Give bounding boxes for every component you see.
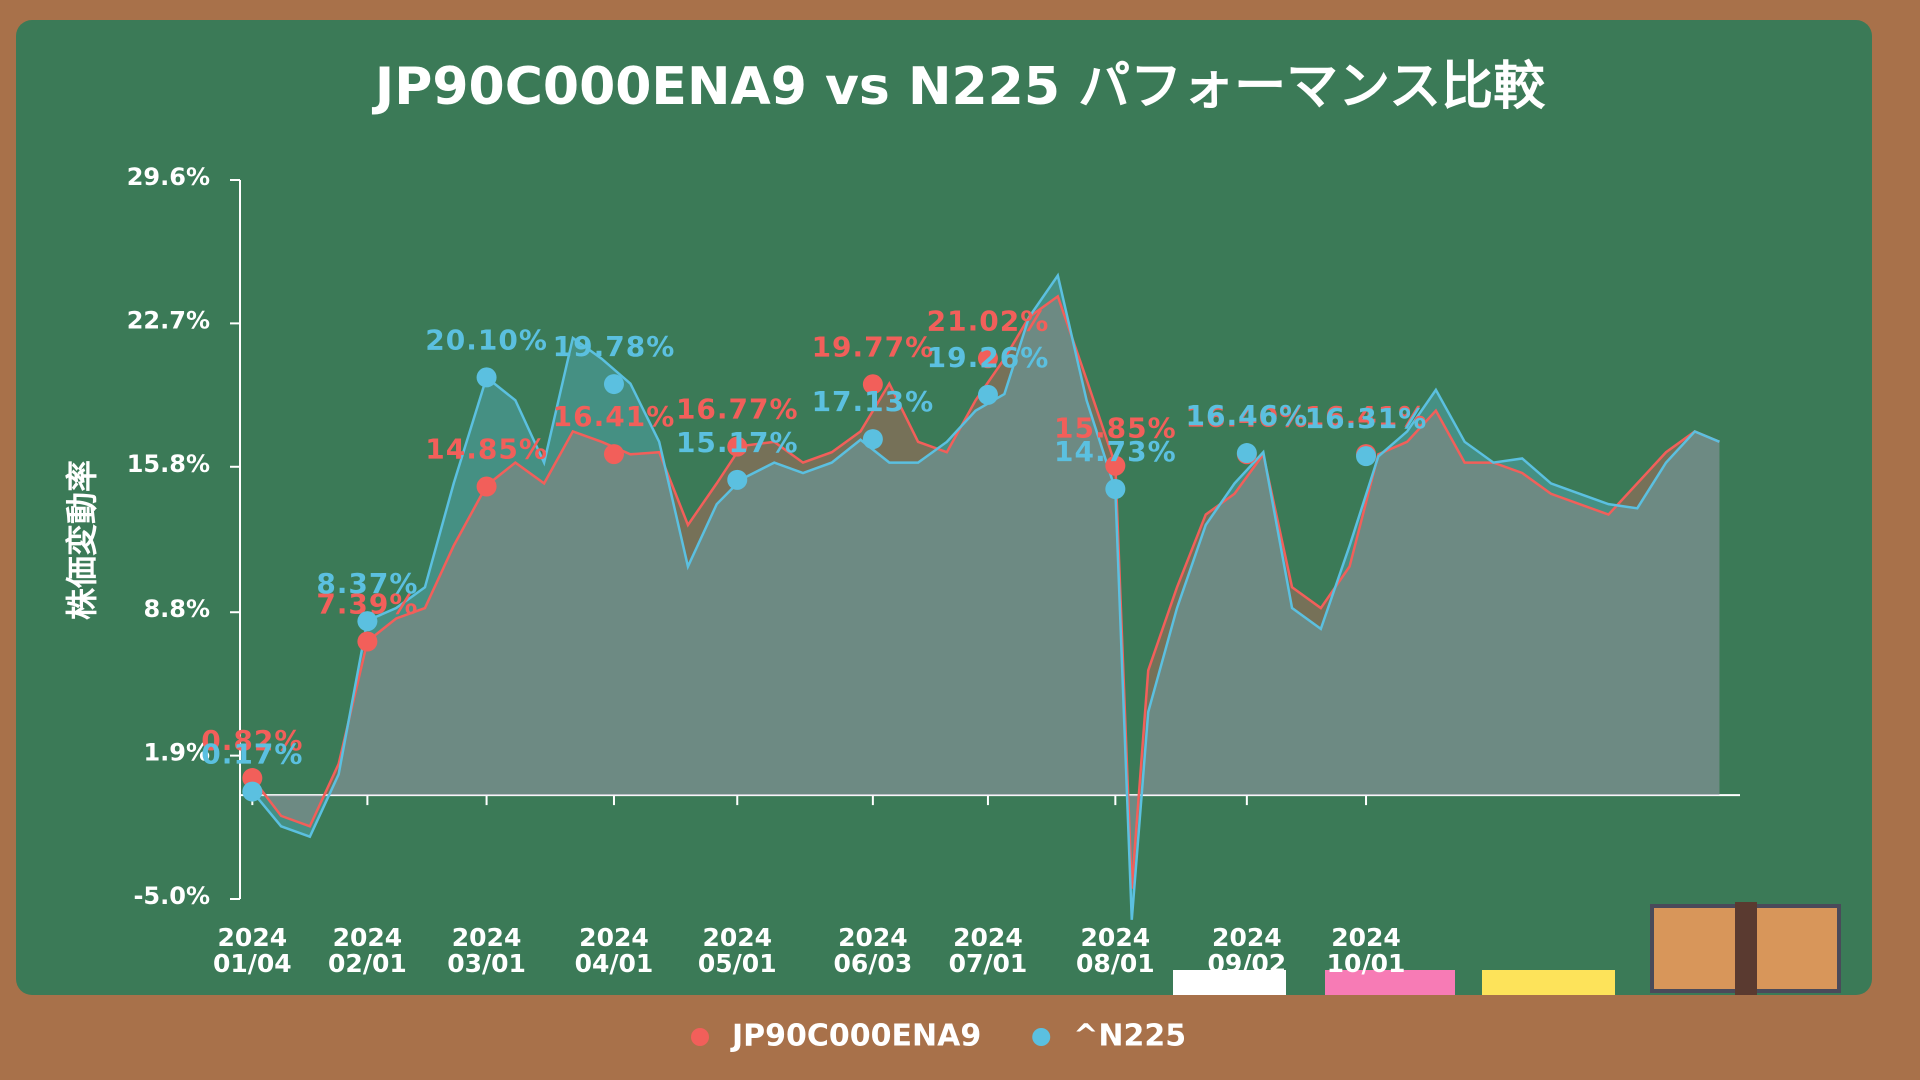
- marker: [242, 781, 263, 802]
- data-label: 8.37%: [316, 567, 418, 600]
- y-tick-label: 22.7%: [127, 306, 210, 334]
- chart-title: JP90C000ENA9 vs N225 パフォーマンス比較: [372, 57, 1546, 117]
- marker: [476, 367, 497, 388]
- marker: [977, 384, 998, 405]
- data-label: 21.02%: [927, 304, 1050, 337]
- x-tick-label: 2024 03/01: [447, 923, 526, 978]
- data-label: 15.85%: [1054, 412, 1177, 445]
- data-label: 16.40%: [1186, 400, 1309, 433]
- marker: [727, 436, 748, 457]
- data-label: 0.82%: [201, 724, 303, 757]
- x-tick-label: 2024 02/01: [328, 923, 407, 978]
- data-label: 16.41%: [553, 400, 676, 433]
- data-label: 14.73%: [1054, 435, 1177, 468]
- marker: [603, 444, 624, 465]
- legend-label: JP90C000ENA9: [730, 1019, 981, 1054]
- y-tick-label: 8.8%: [143, 595, 210, 623]
- y-tick-label: 29.6%: [127, 163, 210, 191]
- marker: [727, 469, 748, 490]
- data-label: 16.46%: [1186, 399, 1309, 432]
- x-tick-label: 2024 10/01: [1326, 923, 1406, 978]
- area: [252, 296, 1720, 889]
- marker: [977, 348, 998, 369]
- chalk: [1482, 970, 1615, 995]
- data-label: 19.78%: [553, 330, 676, 363]
- data-label: 19.26%: [927, 341, 1050, 374]
- y-axis-label: 株価変動率: [63, 460, 101, 620]
- legend-marker: [1032, 1028, 1051, 1046]
- x-tick-label: 2024 08/01: [1075, 923, 1155, 978]
- marker: [357, 611, 378, 632]
- board: [16, 20, 1872, 995]
- data-label: 0.17%: [201, 738, 303, 771]
- book-spine: [1735, 902, 1757, 995]
- marker: [862, 429, 883, 450]
- data-label: 16.77%: [676, 393, 799, 426]
- marker: [1105, 455, 1126, 476]
- marker: [1356, 446, 1377, 467]
- line: [251, 294, 1720, 889]
- x-tick-label: 2024 01/04: [212, 923, 292, 978]
- x-tick-label: 2024 09/02: [1207, 923, 1287, 978]
- x-tick-label: 2024 07/01: [948, 923, 1028, 978]
- chalk: [1173, 970, 1286, 995]
- data-label: 17.13%: [812, 385, 935, 418]
- legend-marker: [691, 1028, 709, 1046]
- chalk: [1325, 970, 1455, 995]
- x-tick-label: 2024 05/01: [697, 923, 777, 978]
- x-tick-label: 2024 06/03: [833, 923, 913, 978]
- area: [252, 275, 1720, 920]
- data-label: 15.17%: [676, 426, 799, 459]
- marker: [476, 476, 497, 497]
- legend-label: ^N225: [1073, 1019, 1186, 1054]
- data-label: 14.85%: [425, 433, 548, 466]
- marker: [603, 374, 624, 395]
- marker: [1105, 479, 1126, 500]
- data-label: 19.77%: [812, 330, 935, 363]
- line: [251, 272, 1720, 920]
- data-label: 16.41%: [1305, 400, 1428, 433]
- marker: [862, 374, 883, 395]
- y-tick-label: -5.0%: [133, 882, 210, 910]
- data-label: 16.31%: [1305, 402, 1428, 435]
- marker: [1236, 443, 1257, 464]
- y-tick-label: 1.9%: [143, 739, 210, 767]
- y-tick-label: 15.8%: [127, 450, 210, 478]
- marker: [357, 631, 378, 652]
- x-tick-label: 2024 04/01: [574, 923, 654, 978]
- data-label: 20.10%: [425, 323, 548, 356]
